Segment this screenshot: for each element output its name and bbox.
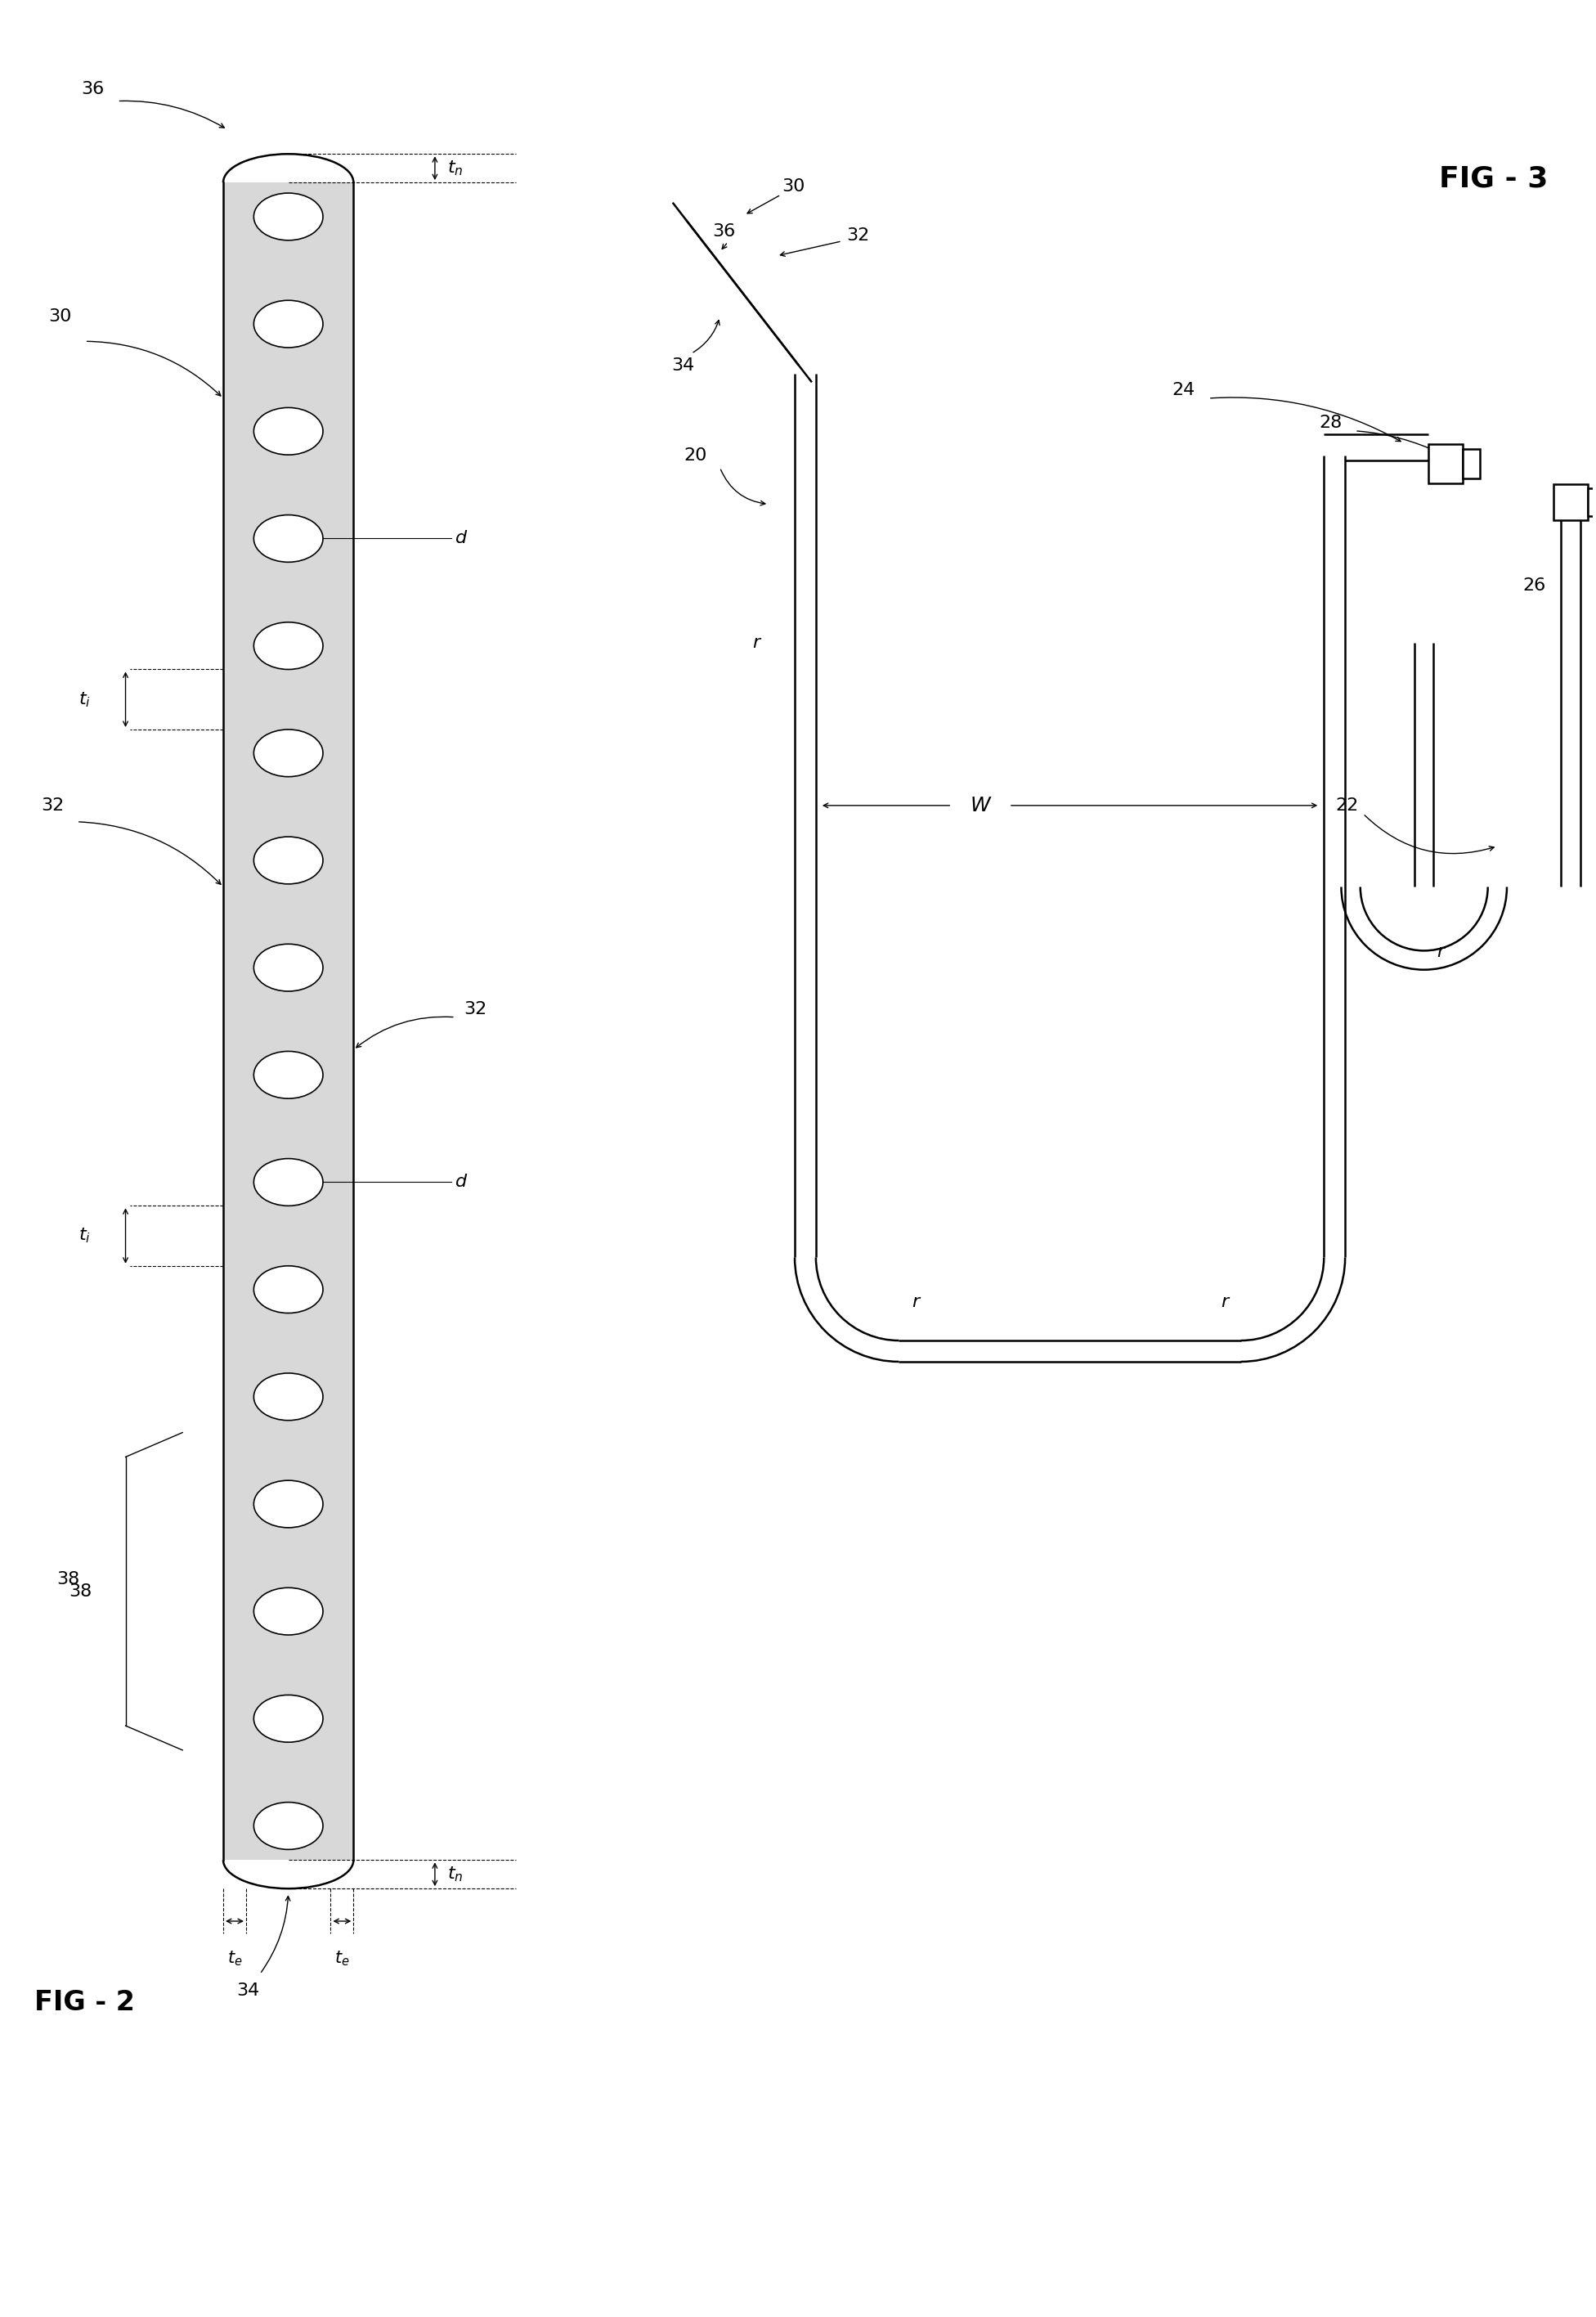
Text: r: r bbox=[911, 1295, 919, 1311]
Ellipse shape bbox=[254, 514, 322, 563]
Text: 34: 34 bbox=[672, 357, 694, 373]
Ellipse shape bbox=[254, 943, 322, 992]
Ellipse shape bbox=[254, 730, 322, 776]
Ellipse shape bbox=[254, 1158, 322, 1205]
Text: $t_n$: $t_n$ bbox=[447, 1865, 463, 1884]
Text: 30: 30 bbox=[49, 308, 72, 324]
Text: 38: 38 bbox=[69, 1583, 93, 1599]
Text: $t_e$: $t_e$ bbox=[227, 1949, 243, 1967]
Ellipse shape bbox=[254, 1481, 322, 1527]
Ellipse shape bbox=[254, 1587, 322, 1636]
Text: 34: 34 bbox=[236, 1983, 259, 2000]
Ellipse shape bbox=[254, 192, 322, 241]
Text: 32: 32 bbox=[464, 1001, 487, 1017]
Text: 22: 22 bbox=[1336, 797, 1358, 813]
Text: r: r bbox=[1221, 1295, 1229, 1311]
Ellipse shape bbox=[254, 1803, 322, 1849]
Text: 20: 20 bbox=[683, 447, 707, 463]
Text: $t_i$: $t_i$ bbox=[78, 690, 91, 709]
Text: 32: 32 bbox=[41, 797, 64, 813]
Text: 32: 32 bbox=[847, 227, 870, 243]
Text: 38: 38 bbox=[57, 1571, 80, 1587]
Ellipse shape bbox=[254, 1696, 322, 1742]
Text: d: d bbox=[455, 1175, 466, 1191]
Text: 28: 28 bbox=[1318, 415, 1342, 431]
Text: r: r bbox=[753, 635, 760, 651]
Text: W: W bbox=[970, 795, 991, 816]
Text: FIG - 3: FIG - 3 bbox=[1438, 165, 1548, 192]
Ellipse shape bbox=[254, 1052, 322, 1098]
Bar bbox=[223, 183, 353, 1861]
Ellipse shape bbox=[254, 408, 322, 454]
Bar bbox=[1588, 489, 1596, 517]
Text: d: d bbox=[455, 531, 466, 547]
Ellipse shape bbox=[254, 1265, 322, 1314]
Text: 36: 36 bbox=[712, 222, 736, 239]
Ellipse shape bbox=[254, 623, 322, 670]
Text: 30: 30 bbox=[782, 178, 804, 195]
Text: $t_n$: $t_n$ bbox=[447, 160, 463, 178]
Text: r: r bbox=[1436, 943, 1444, 959]
Text: FIG - 2: FIG - 2 bbox=[35, 1988, 136, 2016]
Ellipse shape bbox=[254, 1374, 322, 1420]
Text: 26: 26 bbox=[1523, 577, 1545, 593]
Ellipse shape bbox=[254, 836, 322, 885]
Bar bbox=[1428, 445, 1462, 482]
Text: $t_i$: $t_i$ bbox=[78, 1226, 91, 1244]
Bar bbox=[1553, 484, 1588, 521]
Text: 24: 24 bbox=[1173, 382, 1195, 399]
Text: 36: 36 bbox=[81, 81, 104, 97]
Bar bbox=[1462, 449, 1479, 477]
Ellipse shape bbox=[254, 301, 322, 348]
Text: $t_e$: $t_e$ bbox=[335, 1949, 350, 1967]
